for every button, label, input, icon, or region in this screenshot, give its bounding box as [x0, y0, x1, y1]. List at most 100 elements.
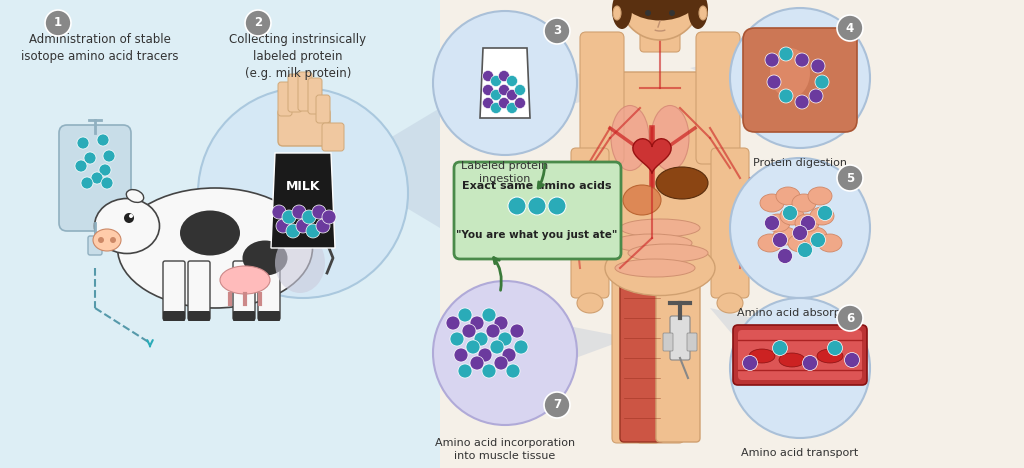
FancyBboxPatch shape	[711, 148, 749, 298]
Text: Amino acid absorption: Amino acid absorption	[737, 308, 862, 318]
Circle shape	[815, 75, 829, 89]
Circle shape	[837, 165, 863, 191]
Ellipse shape	[618, 0, 701, 21]
FancyBboxPatch shape	[738, 330, 862, 380]
FancyBboxPatch shape	[88, 236, 102, 255]
Circle shape	[433, 11, 577, 155]
Circle shape	[499, 97, 510, 109]
FancyBboxPatch shape	[454, 162, 621, 259]
FancyBboxPatch shape	[188, 311, 210, 321]
Circle shape	[286, 224, 300, 238]
Circle shape	[490, 75, 502, 87]
Circle shape	[502, 348, 516, 362]
Circle shape	[282, 210, 296, 224]
Circle shape	[730, 158, 870, 298]
Circle shape	[506, 364, 520, 378]
Circle shape	[514, 340, 528, 354]
FancyBboxPatch shape	[278, 108, 330, 146]
Circle shape	[450, 332, 464, 346]
Circle shape	[103, 150, 115, 162]
Circle shape	[110, 237, 116, 243]
Ellipse shape	[758, 234, 782, 252]
Text: Amino acid incorporation
into muscle tissue: Amino acid incorporation into muscle tis…	[435, 438, 575, 461]
Circle shape	[316, 219, 330, 233]
Text: Administration of stable
isotope amino acid tracers: Administration of stable isotope amino a…	[22, 33, 179, 63]
Text: 5: 5	[846, 171, 854, 184]
Ellipse shape	[220, 266, 270, 294]
Ellipse shape	[611, 105, 649, 170]
Circle shape	[245, 10, 271, 36]
FancyBboxPatch shape	[743, 28, 857, 132]
FancyBboxPatch shape	[233, 261, 255, 320]
Ellipse shape	[810, 207, 834, 225]
FancyBboxPatch shape	[696, 32, 740, 164]
FancyBboxPatch shape	[571, 148, 609, 298]
Ellipse shape	[760, 194, 784, 212]
Polygon shape	[633, 139, 671, 173]
Circle shape	[507, 75, 517, 87]
Text: 1: 1	[54, 16, 62, 29]
Ellipse shape	[612, 0, 632, 29]
FancyBboxPatch shape	[596, 72, 724, 274]
Circle shape	[499, 71, 510, 81]
Ellipse shape	[808, 187, 831, 205]
Circle shape	[276, 219, 290, 233]
Polygon shape	[710, 308, 818, 393]
Circle shape	[498, 332, 512, 346]
Circle shape	[514, 85, 525, 95]
Circle shape	[528, 197, 546, 215]
Ellipse shape	[770, 48, 810, 98]
Ellipse shape	[623, 185, 662, 215]
Circle shape	[198, 88, 408, 298]
Circle shape	[470, 356, 484, 370]
Polygon shape	[502, 313, 630, 383]
Circle shape	[827, 341, 843, 356]
Circle shape	[777, 249, 793, 263]
Ellipse shape	[699, 6, 707, 20]
Circle shape	[482, 71, 494, 81]
Circle shape	[767, 75, 781, 89]
Polygon shape	[271, 153, 335, 248]
Circle shape	[765, 215, 779, 231]
Circle shape	[446, 316, 460, 330]
Circle shape	[302, 210, 316, 224]
Circle shape	[730, 8, 870, 148]
Polygon shape	[480, 48, 530, 118]
Ellipse shape	[817, 349, 843, 363]
Circle shape	[474, 332, 488, 346]
Circle shape	[817, 205, 833, 220]
Circle shape	[544, 18, 570, 44]
Circle shape	[811, 233, 825, 248]
Circle shape	[507, 102, 517, 114]
Circle shape	[296, 219, 310, 233]
Ellipse shape	[180, 211, 240, 256]
Circle shape	[514, 97, 525, 109]
Circle shape	[478, 348, 492, 362]
Circle shape	[482, 364, 496, 378]
Circle shape	[793, 226, 808, 241]
Ellipse shape	[651, 105, 689, 170]
Circle shape	[494, 316, 508, 330]
Text: 3: 3	[553, 24, 561, 37]
Circle shape	[482, 97, 494, 109]
FancyBboxPatch shape	[59, 125, 131, 231]
Circle shape	[508, 197, 526, 215]
Text: Labeled protein
ingestion: Labeled protein ingestion	[462, 161, 549, 184]
Polygon shape	[690, 43, 803, 113]
Bar	[0, 0, 440, 468]
Circle shape	[837, 305, 863, 331]
FancyBboxPatch shape	[233, 311, 255, 321]
Circle shape	[779, 47, 793, 61]
Circle shape	[809, 89, 823, 103]
Text: 6: 6	[846, 312, 854, 324]
Ellipse shape	[792, 194, 816, 212]
FancyBboxPatch shape	[620, 279, 664, 442]
Circle shape	[306, 224, 319, 238]
Circle shape	[490, 102, 502, 114]
Circle shape	[433, 281, 577, 425]
Circle shape	[101, 177, 113, 189]
Ellipse shape	[612, 234, 692, 252]
Circle shape	[507, 89, 517, 101]
Ellipse shape	[803, 227, 827, 245]
Circle shape	[772, 233, 787, 248]
